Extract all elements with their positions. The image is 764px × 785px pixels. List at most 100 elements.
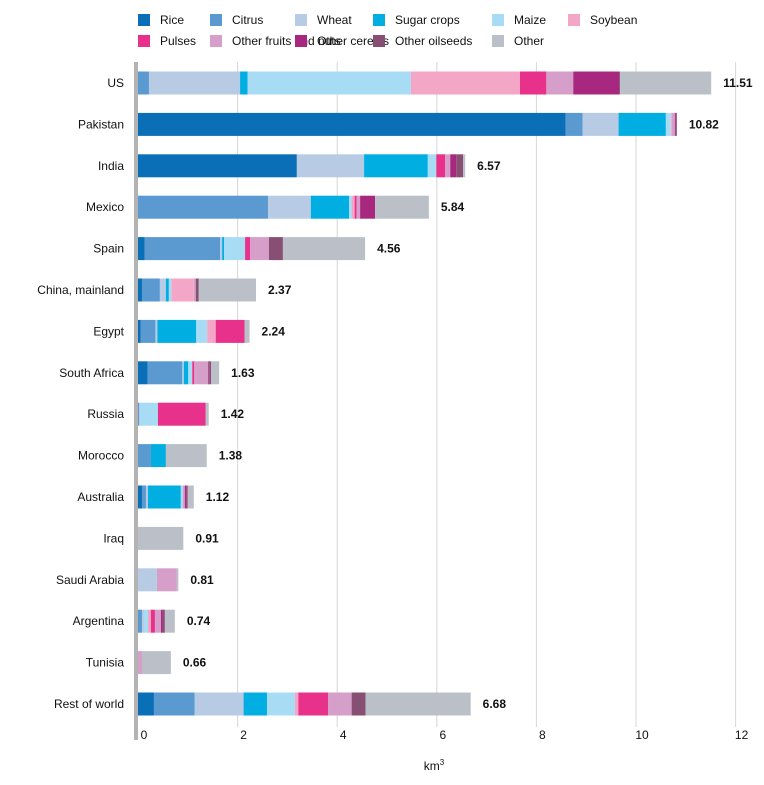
total-label-saudi-arabia: 0.81	[190, 573, 214, 587]
bar-segment-australia-wheat	[145, 485, 148, 509]
bar-segment-australia-other	[187, 485, 194, 509]
bar-segment-mexico-maize	[349, 195, 352, 219]
bar-segment-morocco-other	[165, 444, 207, 468]
legend-swatch-maize	[492, 14, 504, 26]
bar-segment-south-africa-other	[211, 361, 220, 385]
total-label-argentina: 0.74	[187, 614, 211, 628]
bar-segment-argentina-citrus	[138, 609, 142, 633]
bar-segment-spain-pulses	[245, 237, 251, 261]
bar-segment-spain-other-fruits-and-nuts	[250, 237, 269, 261]
bar-segment-argentina-wheat	[141, 609, 144, 633]
total-label-south-africa: 1.63	[231, 366, 255, 380]
total-label-china-mainland: 2.37	[268, 283, 292, 297]
bar-segment-china-mainland-rice	[138, 278, 142, 302]
category-label-australia: Australia	[77, 490, 124, 504]
total-label-us: 11.51	[723, 76, 753, 90]
bar-segment-egypt-wheat	[155, 319, 158, 343]
bar-segment-us-other-oilseeds	[619, 71, 621, 95]
bar-segment-spain-wheat	[220, 237, 223, 261]
bar-segment-rest-of-world-other	[365, 692, 471, 716]
bar-segment-argentina-other-oilseeds	[162, 609, 165, 633]
bar-segment-china-mainland-other-oilseeds	[195, 278, 199, 302]
bar-segment-egypt-other	[244, 319, 250, 343]
category-label-iraq: Iraq	[103, 531, 124, 545]
bar-segment-egypt-maize	[196, 319, 208, 343]
bar-segment-australia-other-cereals	[184, 485, 187, 509]
bar-segment-china-mainland-soybean	[171, 278, 194, 302]
bar-segment-spain-other	[282, 237, 366, 261]
bar-segment-south-africa-pulses	[192, 361, 195, 385]
total-label-egypt: 2.24	[262, 324, 286, 338]
bar-segment-china-mainland-maize	[168, 278, 172, 302]
bar-segment-india-pulses	[436, 154, 446, 178]
x-tick-label-0: 0	[141, 728, 148, 742]
bar-segment-india-wheat	[296, 154, 365, 178]
total-label-mexico: 5.84	[441, 200, 465, 214]
bar-segment-us-other	[620, 71, 712, 95]
bar-segment-pakistan-other-oilseeds	[675, 112, 677, 136]
legend-swatch-other-cereals	[295, 35, 307, 47]
bar-segment-russia-other	[205, 402, 209, 426]
legend-swatch-pulses	[138, 35, 150, 47]
total-label-morocco: 1.38	[219, 449, 243, 463]
bar-segment-mexico-pulses	[354, 195, 357, 219]
bar-segment-mexico-citrus	[138, 195, 268, 219]
bar-segment-rest-of-world-soybean	[294, 692, 299, 716]
bar-segment-pakistan-rice	[138, 112, 566, 136]
bar-segment-rest-of-world-sugar-crops	[243, 692, 267, 716]
bar-segment-rest-of-world-maize	[266, 692, 295, 716]
bar-segment-pakistan-soybean	[670, 112, 672, 136]
bar-segment-india-maize	[427, 154, 437, 178]
total-label-india: 6.57	[477, 159, 501, 173]
bars	[138, 71, 712, 716]
bar-segment-pakistan-other-fruits-and-nuts	[671, 112, 675, 136]
category-label-south-africa: South Africa	[59, 366, 124, 380]
bar-segment-mexico-other-cereals	[360, 195, 376, 219]
bar-segment-us-pulses	[519, 71, 547, 95]
bar-segment-india-other	[463, 154, 466, 178]
bar-segment-argentina-pulses	[150, 609, 155, 633]
bar-segment-us-sugar-crops	[240, 71, 248, 95]
x-tick-label-8: 8	[539, 728, 546, 742]
bar-segment-argentina-other-fruits-and-nuts	[154, 609, 161, 633]
legend-swatch-wheat	[295, 14, 307, 26]
bar-segment-south-africa-maize	[188, 361, 193, 385]
category-label-rest-of-world: Rest of world	[54, 697, 124, 711]
category-label-tunisia: Tunisia	[86, 656, 125, 670]
bar-segment-russia-pulses	[157, 402, 206, 426]
y-axis-line	[134, 62, 138, 740]
bar-segment-india-other-fruits-and-nuts	[445, 154, 451, 178]
bar-segment-us-soybean	[410, 71, 520, 95]
bar-segment-egypt-pulses	[215, 319, 245, 343]
category-label-pakistan: Pakistan	[78, 117, 124, 131]
legend-swatch-citrus	[210, 14, 222, 26]
bar-segment-south-africa-wheat	[182, 361, 184, 385]
category-label-india: India	[98, 159, 124, 173]
bar-segment-india-sugar-crops	[364, 154, 428, 178]
bar-segment-egypt-citrus	[140, 319, 156, 343]
bar-segment-saudi-arabia-other-fruits-and-nuts	[156, 568, 177, 592]
bar-segment-iraq-other	[138, 526, 184, 550]
bar-segment-south-africa-citrus	[147, 361, 183, 385]
legend-label-soybean: Soybean	[590, 13, 637, 27]
bar-segment-australia-rice	[138, 485, 142, 509]
bar-segment-rest-of-world-rice	[138, 692, 154, 716]
bar-segment-australia-sugar-crops	[147, 485, 181, 509]
bar-segment-us-maize	[247, 71, 411, 95]
legend-label-other-fruits-and-nuts: Other fruits and nuts	[232, 34, 341, 48]
bar-segment-pakistan-other-cereals	[674, 112, 676, 136]
bar-segment-mexico-other	[375, 195, 429, 219]
total-label-iraq: 0.91	[195, 531, 219, 545]
bar-segment-south-africa-sugar-crops	[183, 361, 189, 385]
category-label-saudi-arabia: Saudi Arabia	[56, 573, 124, 587]
bar-segment-tunisia-other-fruits-and-nuts	[138, 651, 142, 675]
bar-segment-spain-citrus	[144, 237, 221, 261]
legend-label-other-cereals: Other cereals	[317, 34, 389, 48]
bar-segment-russia-wheat	[139, 402, 140, 426]
legend-label-sugar-crops: Sugar crops	[395, 13, 460, 27]
bar-segment-saudi-arabia-other	[176, 568, 179, 592]
category-label-egypt: Egypt	[93, 324, 124, 338]
bar-segment-rest-of-world-citrus	[153, 692, 195, 716]
bar-segment-rest-of-world-pulses	[298, 692, 329, 716]
